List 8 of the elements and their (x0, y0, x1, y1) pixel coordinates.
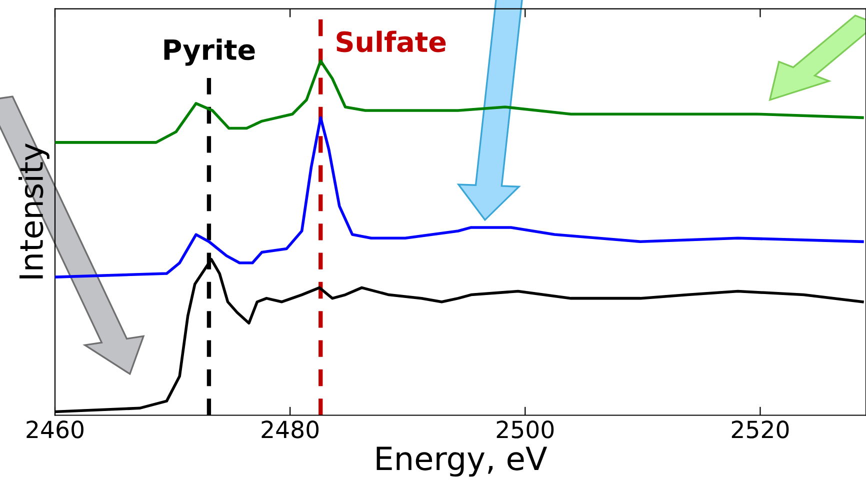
ref-line-label: Sulfate (336, 30, 446, 52)
x-tick-label: 2520 (732, 420, 789, 438)
ref-line-label: Pyrite (164, 38, 255, 66)
x-tick-label: 2480 (262, 420, 319, 438)
x-tick-label: 2500 (496, 420, 554, 438)
x-axis-title: Energy, eV (376, 446, 548, 477)
y-axis-title: Intensity (18, 143, 50, 278)
x-tick-label: 2460 (26, 420, 84, 438)
